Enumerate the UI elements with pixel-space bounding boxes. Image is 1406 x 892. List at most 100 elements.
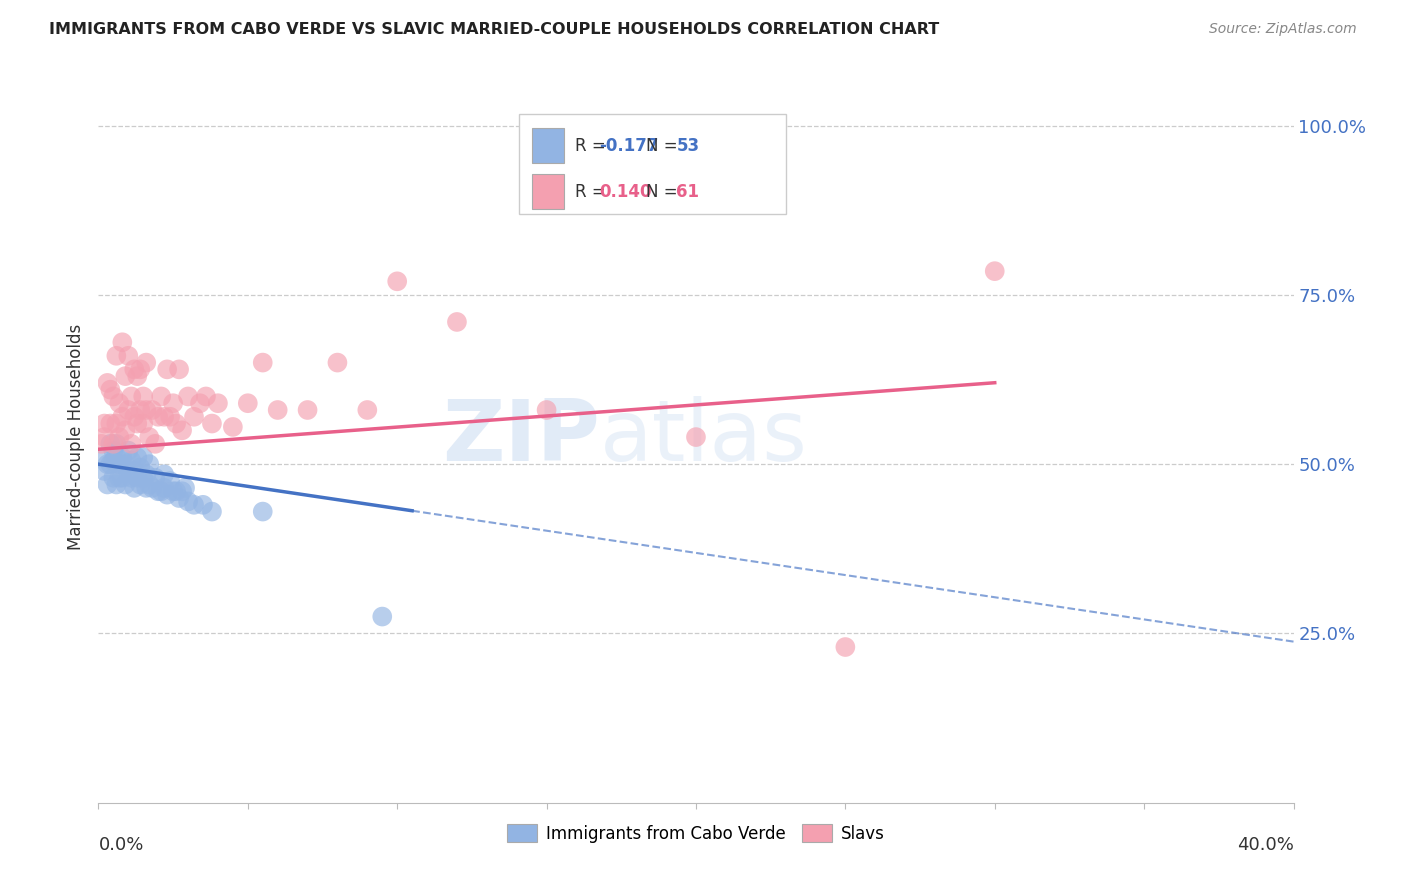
Point <box>172 423 194 437</box>
Point <box>132 450 155 465</box>
Point <box>252 505 274 519</box>
Point <box>90 437 112 451</box>
Point <box>177 389 200 403</box>
Point <box>129 460 152 475</box>
Point <box>153 409 176 424</box>
Point <box>685 430 707 444</box>
Point <box>98 417 122 431</box>
Point <box>111 450 134 465</box>
Point <box>834 640 856 654</box>
Legend: Immigrants from Cabo Verde, Slavs: Immigrants from Cabo Verde, Slavs <box>501 818 891 849</box>
Point <box>150 389 173 403</box>
Point <box>150 484 173 499</box>
Text: 0.0%: 0.0% <box>98 836 143 854</box>
Point <box>114 369 136 384</box>
Text: Source: ZipAtlas.com: Source: ZipAtlas.com <box>1209 22 1357 37</box>
Point <box>297 403 319 417</box>
Point <box>153 467 176 482</box>
Point <box>183 409 205 424</box>
Point <box>108 457 131 471</box>
Point <box>371 609 394 624</box>
Point <box>165 417 187 431</box>
Point <box>222 420 245 434</box>
Point <box>111 335 134 350</box>
Point <box>103 443 125 458</box>
Point <box>111 409 134 424</box>
Point <box>183 498 205 512</box>
Point <box>132 471 155 485</box>
Point <box>124 362 146 376</box>
Point <box>103 454 125 468</box>
Text: atlas: atlas <box>600 395 808 479</box>
Text: N =: N = <box>645 183 683 201</box>
Point <box>120 454 142 468</box>
Point <box>98 383 122 397</box>
Point <box>148 409 170 424</box>
Point <box>159 474 181 488</box>
Point <box>105 437 128 451</box>
Point <box>103 437 125 451</box>
Point <box>108 430 131 444</box>
Y-axis label: Married-couple Households: Married-couple Households <box>66 324 84 550</box>
Text: ZIP: ZIP <box>443 395 600 479</box>
Text: R =: R = <box>575 183 612 201</box>
Point <box>153 481 176 495</box>
Point <box>172 484 194 499</box>
Point <box>124 481 146 495</box>
Point <box>195 389 218 403</box>
Point <box>201 505 224 519</box>
Point <box>93 464 115 478</box>
Point <box>114 457 136 471</box>
Point <box>127 471 149 485</box>
Point <box>143 471 166 485</box>
Point <box>132 389 155 403</box>
Point <box>536 403 558 417</box>
Point <box>201 417 224 431</box>
Point <box>120 389 142 403</box>
Point <box>177 494 200 508</box>
Point <box>108 396 131 410</box>
Point <box>446 315 468 329</box>
Point <box>114 423 136 437</box>
Point <box>117 403 139 417</box>
Point <box>135 467 157 482</box>
Point <box>174 481 197 495</box>
Point <box>135 403 157 417</box>
Text: -0.177: -0.177 <box>599 136 658 155</box>
Point <box>159 409 181 424</box>
Point <box>984 264 1007 278</box>
Point <box>98 437 122 451</box>
Point <box>111 471 134 485</box>
Point <box>105 477 128 491</box>
Point <box>93 430 115 444</box>
Text: 0.140: 0.140 <box>599 183 651 201</box>
Point <box>105 349 128 363</box>
Text: N =: N = <box>645 136 683 155</box>
Point <box>135 481 157 495</box>
Point <box>129 362 152 376</box>
Point <box>156 488 179 502</box>
Point <box>103 389 125 403</box>
Point <box>141 481 163 495</box>
Point <box>108 471 131 485</box>
Point <box>135 355 157 369</box>
Point <box>138 430 160 444</box>
Point <box>132 417 155 431</box>
Point <box>236 396 259 410</box>
Point <box>105 417 128 431</box>
Point <box>141 403 163 417</box>
Point <box>326 355 349 369</box>
Point <box>117 349 139 363</box>
Point <box>138 457 160 471</box>
Point <box>165 484 187 499</box>
Point <box>114 477 136 491</box>
Point <box>207 396 229 410</box>
Point <box>162 396 184 410</box>
Point <box>120 437 142 451</box>
Point <box>117 443 139 458</box>
Point <box>385 274 409 288</box>
Point <box>124 464 146 478</box>
Text: R =: R = <box>575 136 612 155</box>
Point <box>120 471 142 485</box>
Text: 61: 61 <box>676 183 700 201</box>
